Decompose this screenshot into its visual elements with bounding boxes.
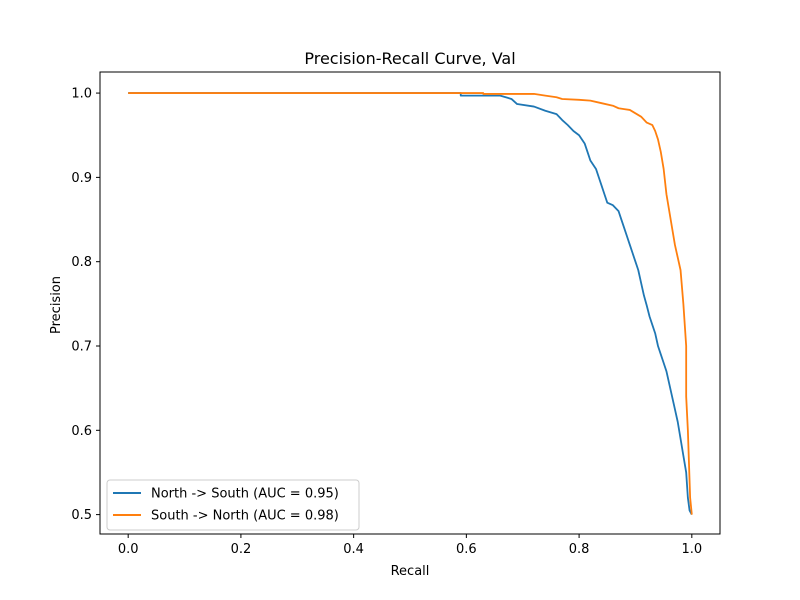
y-axis: 0.5 0.6 0.7 0.8 0.9 1.0	[71, 87, 100, 523]
y-axis-label: Precision	[49, 276, 64, 334]
y-tick-label: 0.7	[71, 339, 92, 354]
y-tick-label: 0.9	[71, 171, 92, 186]
x-axis: 0.0 0.2 0.4 0.6 0.8 1.0	[118, 534, 702, 557]
legend-entry-north-south: North -> South (AUC = 0.95)	[151, 487, 339, 502]
plot-background	[100, 72, 720, 534]
x-tick-label: 0.0	[118, 542, 139, 557]
plot-area	[99, 71, 721, 535]
x-tick-label: 0.6	[456, 542, 477, 557]
x-tick-label: 1.0	[681, 542, 702, 557]
y-tick-label: 1.0	[71, 87, 92, 102]
x-tick-label: 0.4	[343, 542, 364, 557]
legend-entry-south-north: South -> North (AUC = 0.98)	[151, 509, 339, 524]
series-layer	[128, 92, 693, 516]
x-tick-label: 0.8	[569, 542, 590, 557]
y-tick-label: 0.5	[71, 508, 92, 523]
y-tick-label: 0.6	[71, 424, 92, 439]
series-line-north-south	[128, 92, 693, 516]
x-axis-label: Recall	[391, 564, 430, 579]
plot-border	[99, 71, 721, 535]
chart-title: Precision-Recall Curve, Val	[304, 49, 515, 68]
legend: North -> South (AUC = 0.95) South -> Nor…	[106, 479, 360, 531]
legend-box	[106, 479, 360, 531]
series-line-south-north	[128, 92, 693, 515]
x-tick-label: 0.2	[231, 542, 252, 557]
y-tick-label: 0.8	[71, 255, 92, 270]
